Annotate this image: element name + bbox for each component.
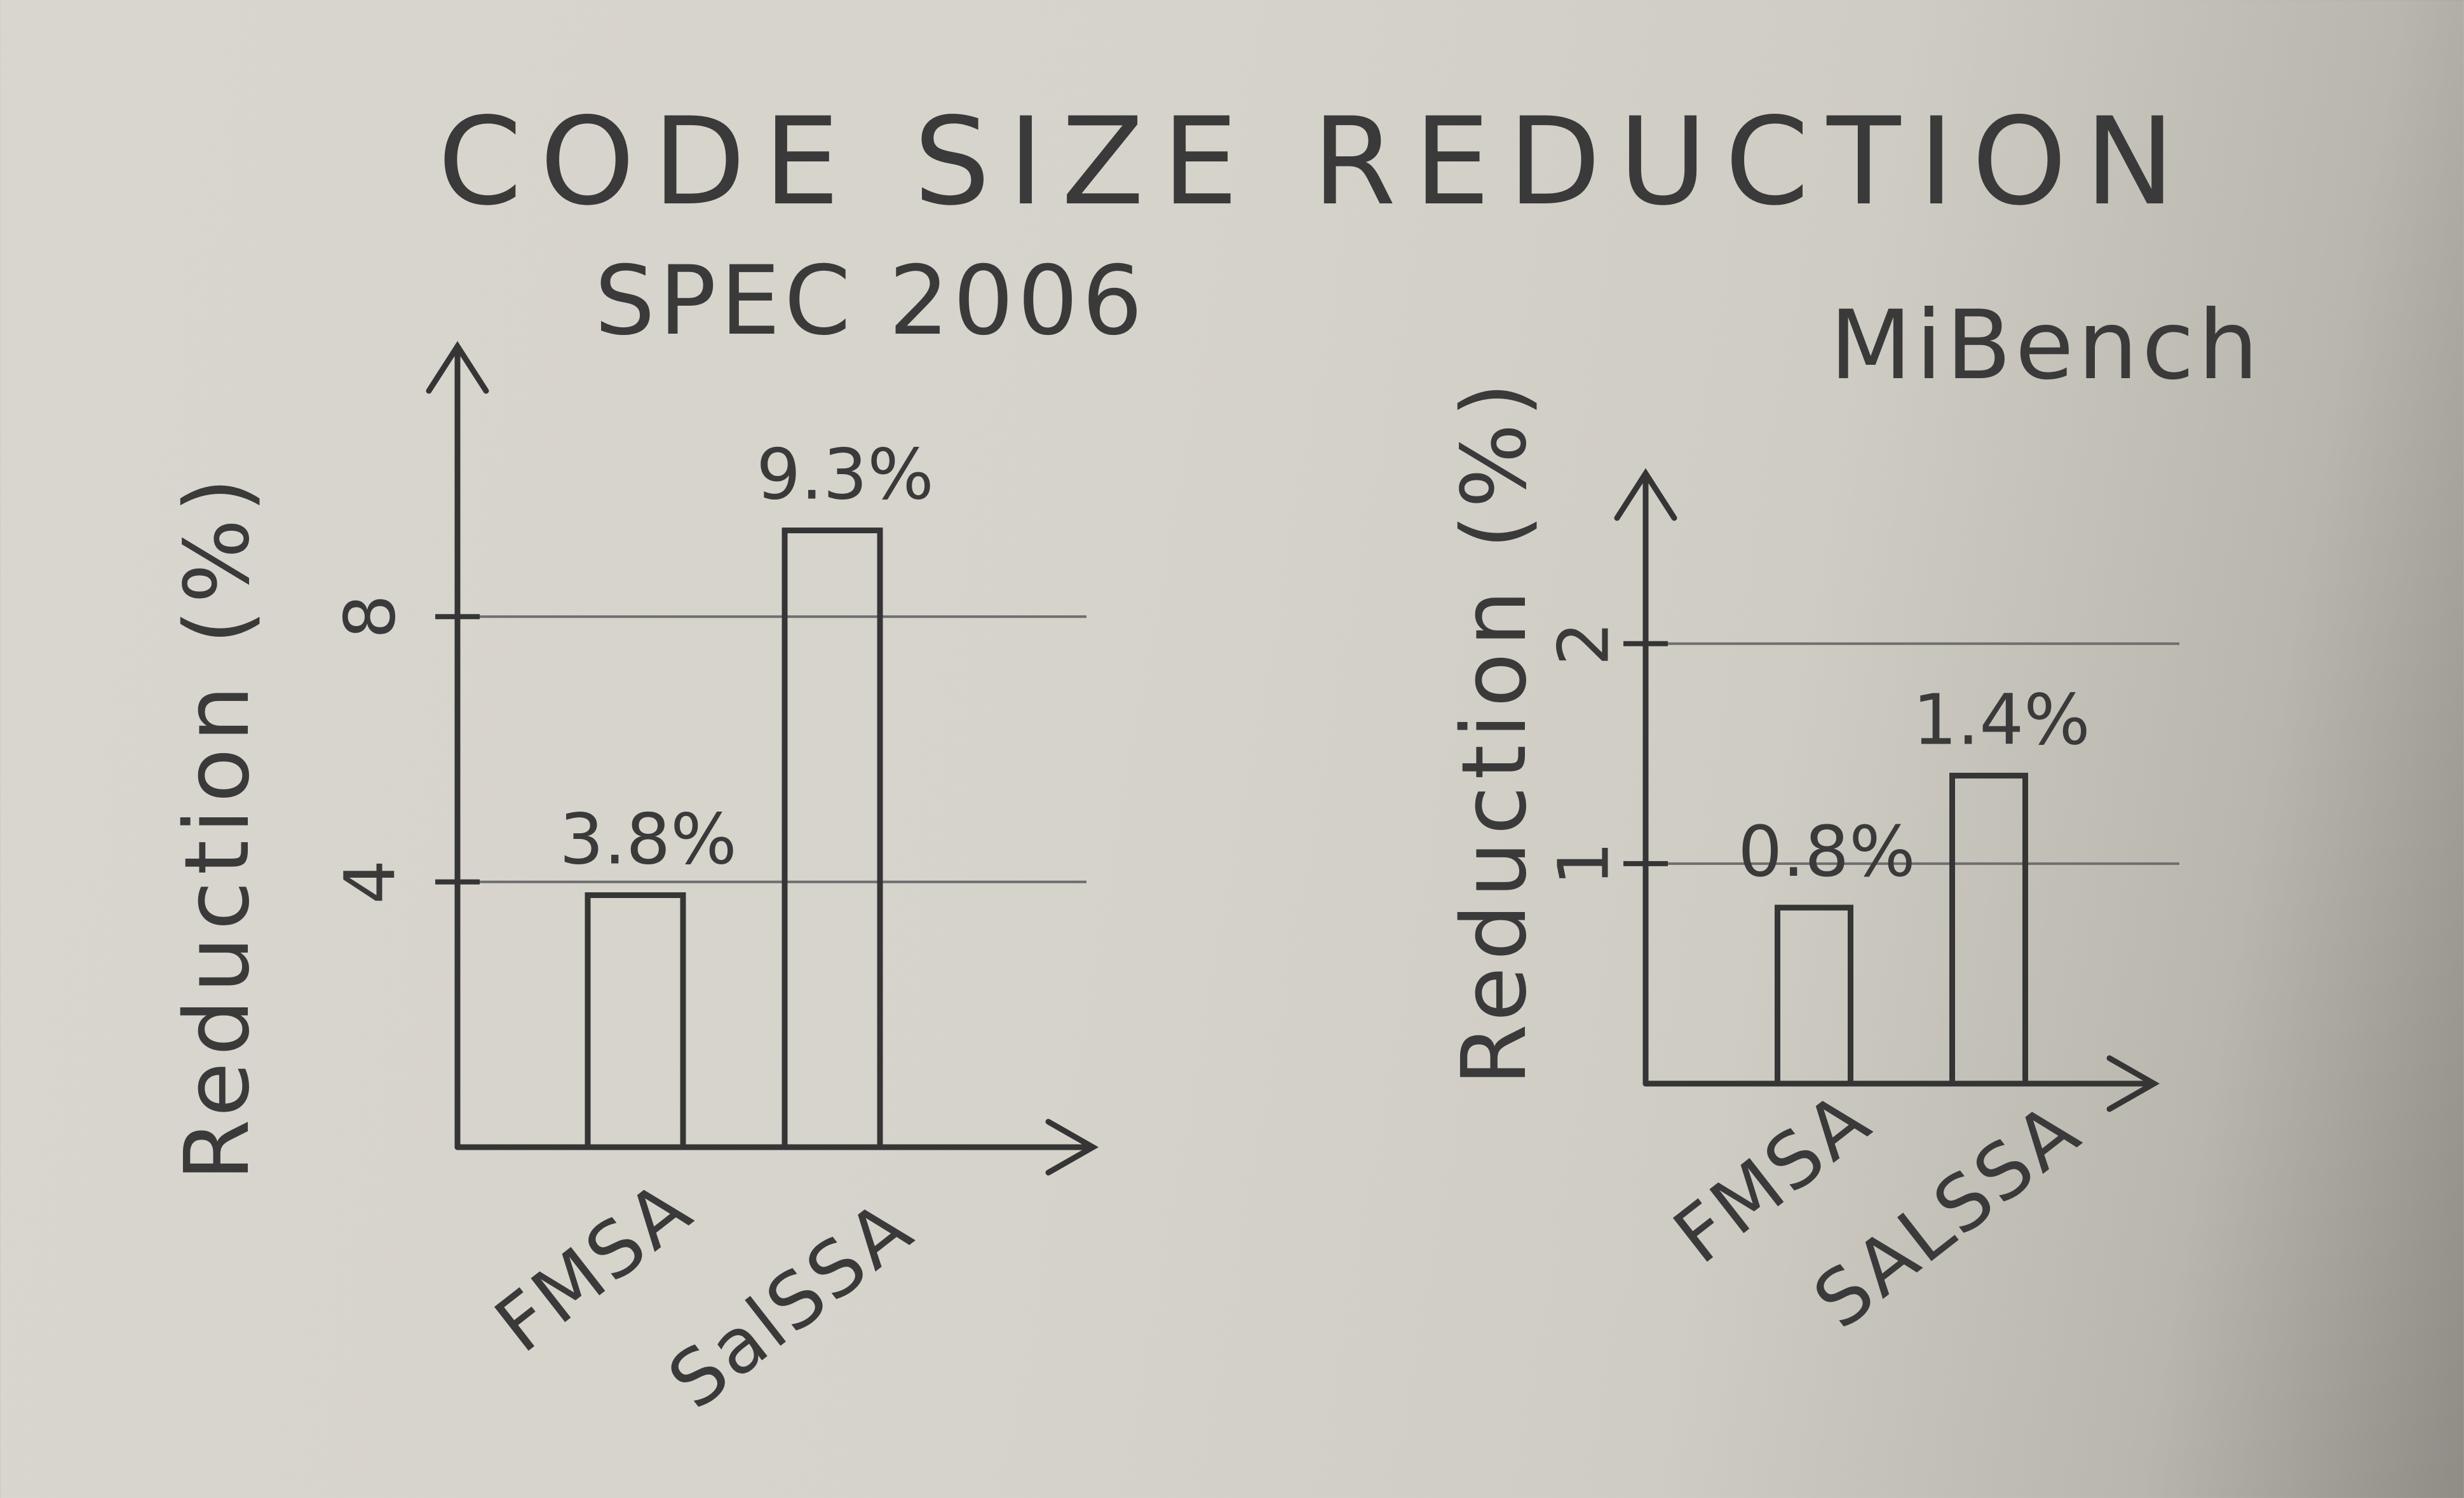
bar [1775, 904, 1853, 1087]
bar [782, 528, 883, 1150]
bar [585, 892, 686, 1150]
category-label: FMSA [480, 1164, 709, 1370]
y-tick-label: 4 [329, 860, 410, 904]
value-label: 9.3% [756, 434, 933, 515]
chart-title: SPEC 2006 [595, 246, 1147, 357]
y-tick-label: 8 [329, 594, 410, 639]
y-axis-label: Reduction (%) [166, 472, 269, 1181]
value-label: 3.8% [559, 798, 736, 880]
value-label: 0.8% [1738, 811, 1915, 892]
value-label: 1.4% [1912, 679, 2090, 760]
y-axis-label: Reduction (%) [1443, 376, 1547, 1086]
x-axis-arrow [2106, 1055, 2160, 1112]
y-axis-arrow [1614, 468, 1677, 521]
y-axis-arrow [426, 341, 489, 394]
y-tick-label: 2 [1543, 622, 1624, 666]
main-title: CODE SIZE REDUCTION [438, 92, 2193, 232]
chart-title: MiBench [1830, 290, 2263, 401]
bar [1949, 772, 2028, 1087]
y-tick-label: 1 [1543, 841, 1624, 886]
x-axis-arrow [1045, 1119, 1099, 1176]
